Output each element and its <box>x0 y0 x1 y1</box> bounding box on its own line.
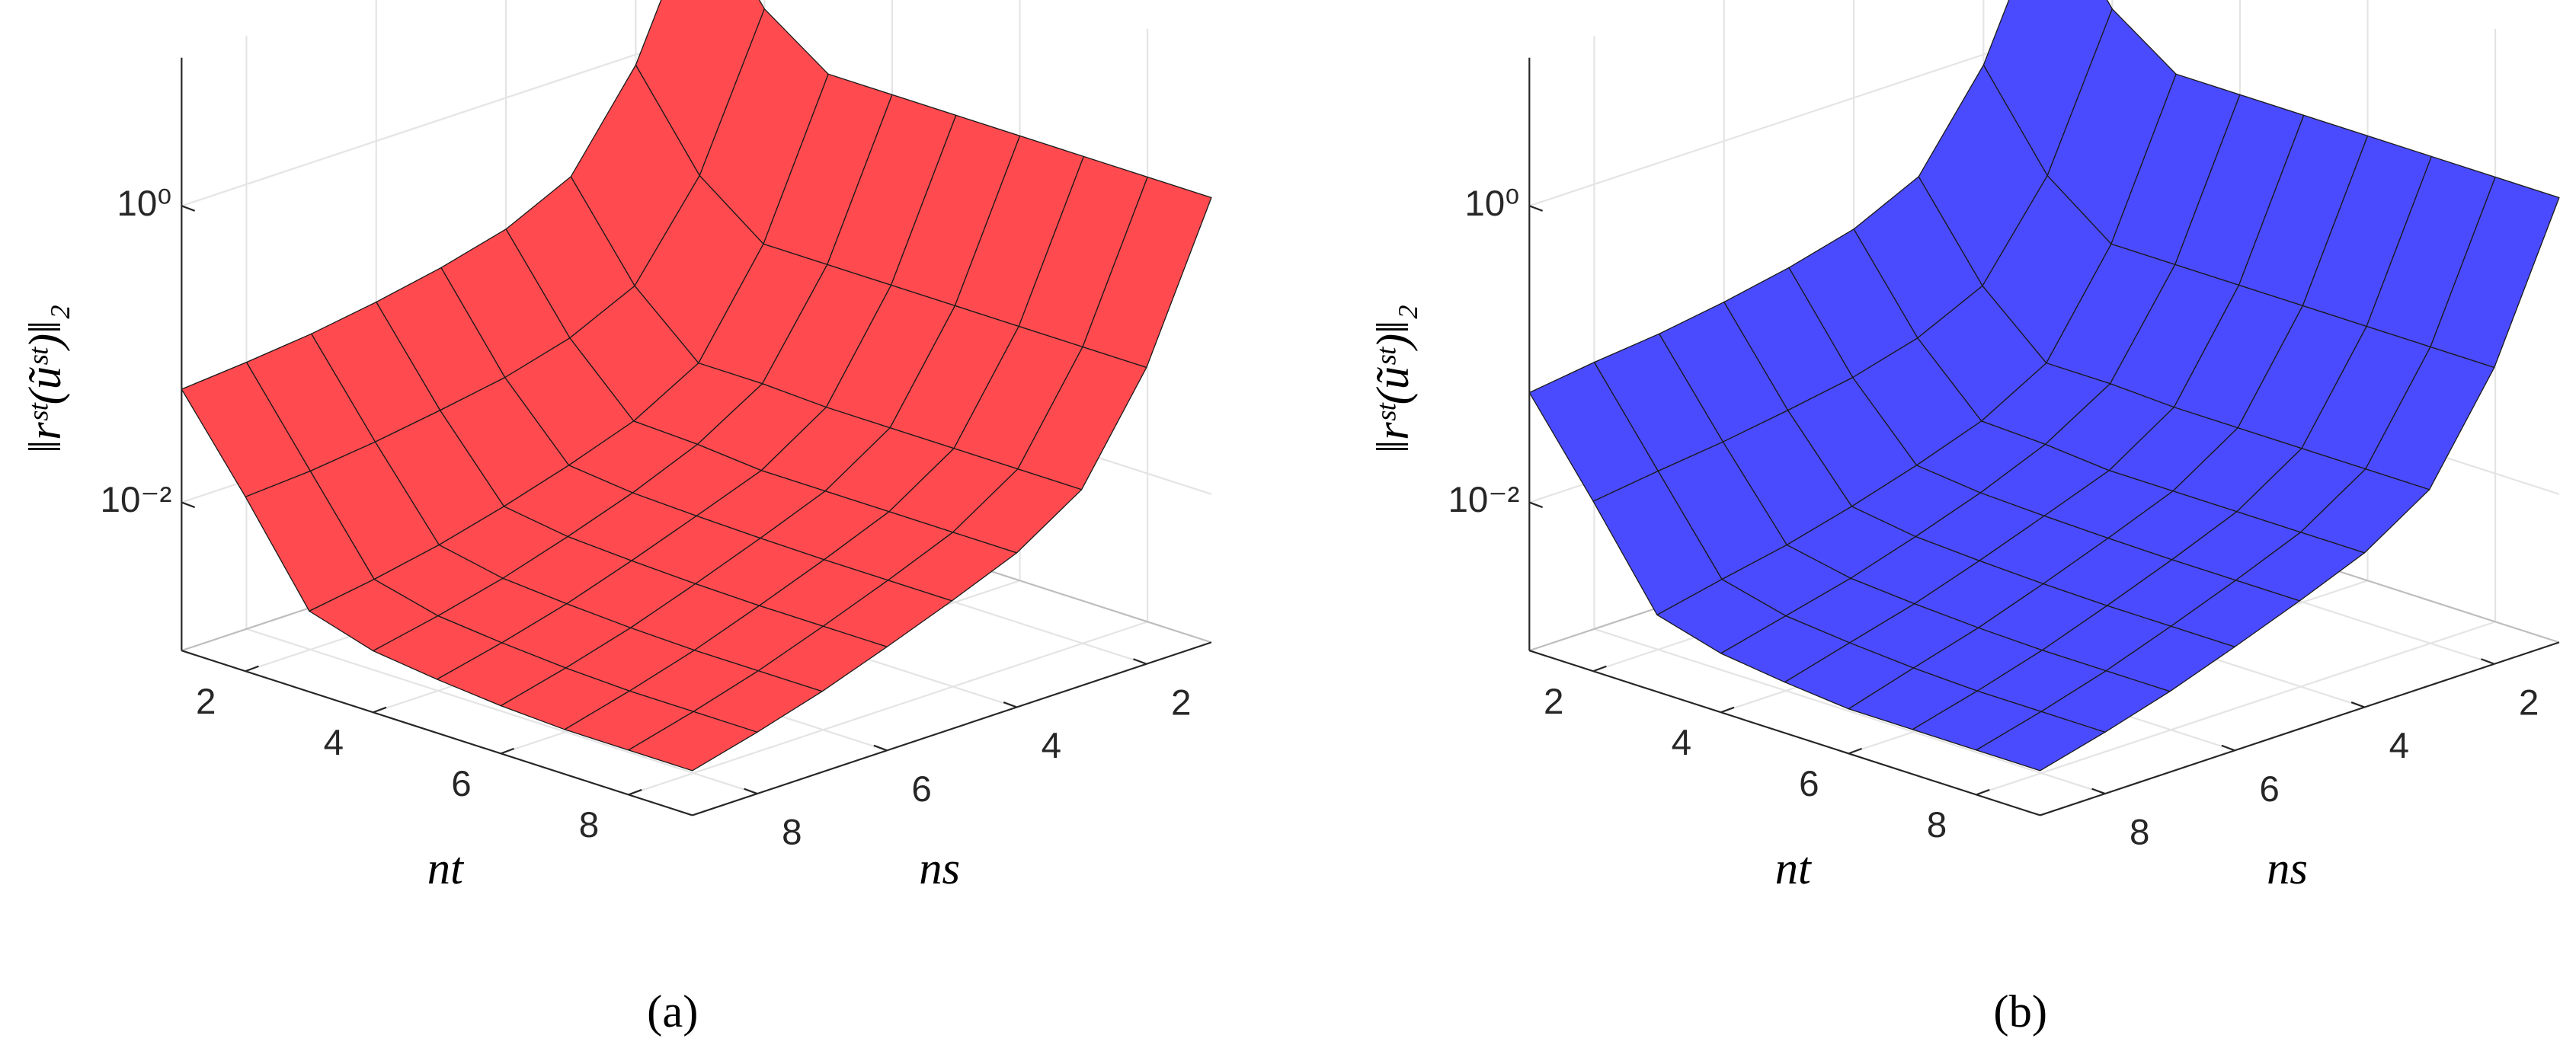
y-tick-label: 4 <box>2389 726 2409 766</box>
x-axis-label: nt <box>427 843 465 894</box>
y-tick-label: 4 <box>1042 726 1061 766</box>
x-axis-label: nt <box>1775 843 1813 894</box>
grid-line <box>246 628 758 795</box>
surface-patch <box>1976 711 2106 772</box>
tick-mark <box>2481 658 2495 665</box>
y-tick-label: 8 <box>2130 813 2149 853</box>
grid-line <box>628 621 1148 796</box>
axis-line <box>181 650 693 816</box>
y-tick-label: 6 <box>911 769 931 810</box>
tick-mark <box>245 665 259 673</box>
tick-mark <box>628 788 642 796</box>
x-tick-label: 4 <box>324 723 344 763</box>
z-tick-label: 10⁰ <box>117 184 171 224</box>
tick-mark <box>181 501 196 509</box>
tick-mark <box>1528 501 1543 509</box>
x-tick-label: 4 <box>1672 723 1691 763</box>
tick-mark <box>373 706 387 714</box>
x-tick-label: 6 <box>1799 764 1819 804</box>
tick-mark <box>1848 747 1862 755</box>
x-tick-label: 8 <box>1927 805 1947 845</box>
tick-mark <box>744 788 758 795</box>
y-tick-label: 2 <box>1171 682 1191 723</box>
tick-mark <box>500 747 515 755</box>
tick-mark <box>181 205 196 212</box>
z-axis-label: ‖rˢᵗ(ũˢᵗ)‖₂ <box>20 305 71 453</box>
y-tick-label: 2 <box>2519 682 2539 723</box>
z-axis-label: ‖rˢᵗ(ũˢᵗ)‖₂ <box>1368 305 1419 453</box>
axis-line <box>1528 650 2041 816</box>
tick-mark <box>2350 701 2365 708</box>
grid-line <box>181 32 701 207</box>
grid-line <box>1528 32 2049 207</box>
z-tick-label: 10⁻² <box>1448 480 1519 520</box>
x-tick-label: 6 <box>451 764 471 804</box>
x-tick-label: 2 <box>1544 682 1563 722</box>
x-tick-label: 8 <box>579 805 599 845</box>
tick-mark <box>1528 205 1543 212</box>
grid-line <box>1976 621 2496 796</box>
tick-mark <box>1003 701 1017 708</box>
x-tick-label: 2 <box>196 682 216 722</box>
axis-line <box>692 641 1212 816</box>
z-tick-label: 10⁻² <box>101 480 172 520</box>
tick-mark <box>1133 658 1147 665</box>
y-tick-label: 8 <box>782 813 802 853</box>
tick-mark <box>1592 665 1607 673</box>
panel-label: (b) <box>1993 986 2047 1037</box>
y-tick-label: 6 <box>2259 769 2279 810</box>
axis-line <box>2040 641 2560 816</box>
surface-patch <box>628 711 758 772</box>
y-axis-label: ns <box>919 843 960 894</box>
tick-mark <box>873 744 888 752</box>
tick-mark <box>1720 706 1735 714</box>
tick-mark <box>2091 788 2106 795</box>
panel-label: (a) <box>647 986 698 1037</box>
tick-mark <box>2221 744 2235 752</box>
tick-mark <box>1976 788 1990 796</box>
y-axis-label: ns <box>2267 843 2308 894</box>
z-tick-label: 10⁰ <box>1464 184 1519 224</box>
grid-line <box>1594 628 2106 795</box>
